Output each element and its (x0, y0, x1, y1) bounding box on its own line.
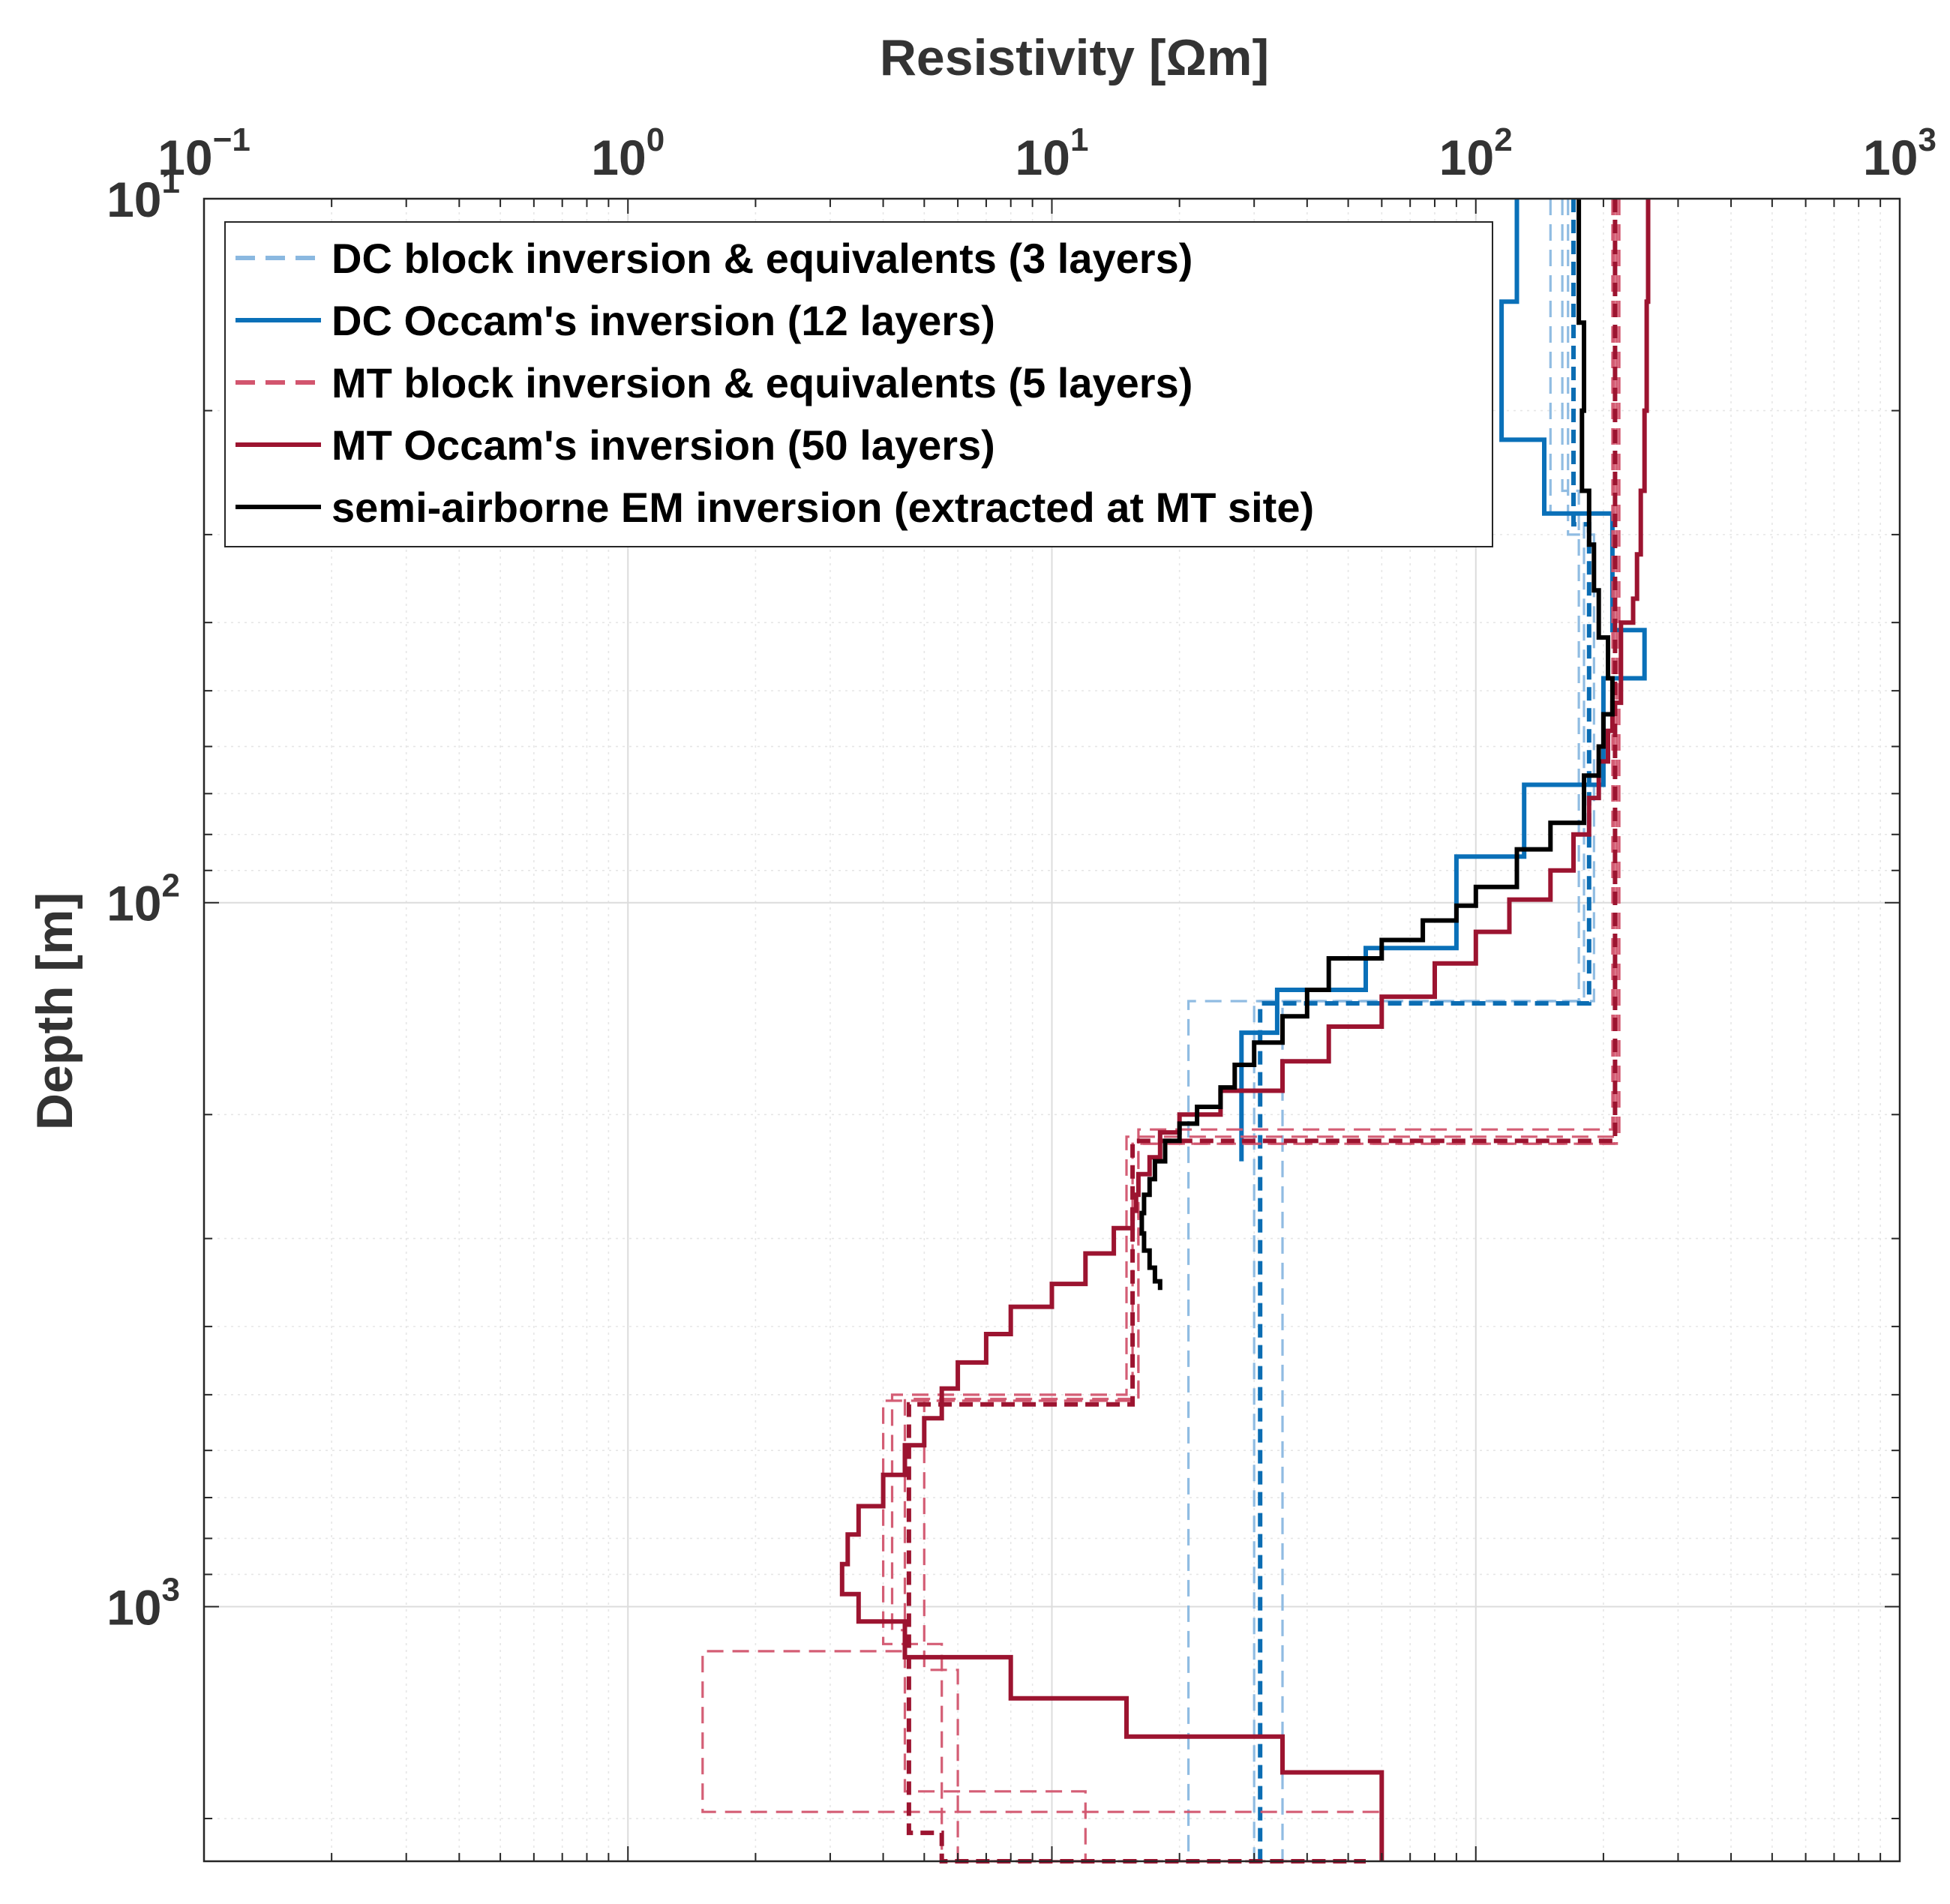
series-layer (701, 199, 1651, 1864)
legend-label-dc-occam: DC Occam's inversion (12 layers) (332, 297, 995, 344)
dc-block-best-model-line (1258, 199, 1592, 1861)
legend-label-dc-block: DC block inversion & equivalents (3 laye… (332, 235, 1192, 282)
mt-block-model-line (882, 199, 1614, 1863)
legend-label-mt-block: MT block inversion & equivalents (5 laye… (332, 359, 1192, 406)
ticks (203, 198, 1900, 1861)
series-saem (1139, 199, 1615, 1291)
series-mt-block-best (906, 199, 1618, 1864)
legend-box (224, 221, 1493, 547)
legend: DC block inversion & equivalents (3 laye… (224, 221, 1493, 547)
dc-block-model-line (1187, 199, 1586, 1861)
series-dc-block-best (1258, 199, 1592, 1861)
legend-label-saem: semi-airborne EM inversion (extracted at… (332, 484, 1314, 531)
y-axis-title: Depth [m] (26, 892, 83, 1130)
legend-label-mt-occam: MT Occam's inversion (50 layers) (332, 421, 995, 469)
series-mt-block (701, 199, 1621, 1863)
x-axis-title: Resistivity [Ωm] (880, 29, 1269, 86)
mt-block-model-line (890, 199, 1621, 1861)
saem-line (1139, 199, 1615, 1291)
mt-block-best-model-line (906, 199, 1618, 1864)
x-tick-label: 101 (1016, 121, 1089, 185)
y-tick-label: 103 (106, 1571, 180, 1635)
